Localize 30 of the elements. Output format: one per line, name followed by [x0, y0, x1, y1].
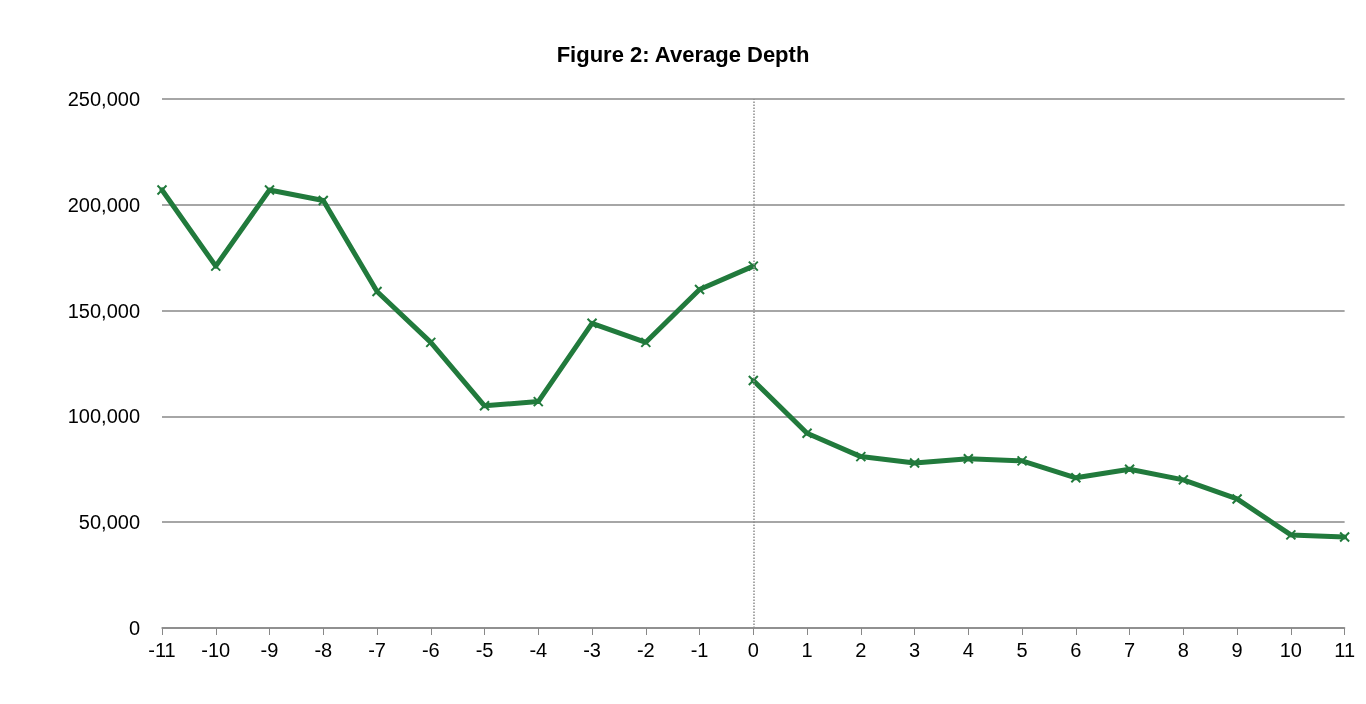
x-tick-label: -2	[636, 639, 655, 661]
x-tick-label: -6	[421, 639, 440, 661]
x-tick-label: -11	[148, 639, 176, 661]
x-tick-label: 6	[1070, 639, 1082, 661]
y-tick-label: 100,000	[67, 405, 140, 428]
x-tick-label: 11	[1334, 639, 1355, 661]
x-tick-label: -1	[690, 639, 709, 661]
y-tick-label: 150,000	[67, 299, 140, 322]
y-tick-label: 50,000	[78, 511, 140, 534]
x-tick-label: 5	[1016, 639, 1028, 661]
x-tick-label: 0	[747, 639, 759, 661]
x-tick-label: -3	[583, 639, 601, 661]
x-tick-label: -4	[529, 639, 548, 661]
chart-title: Figure 2: Average Depth	[556, 41, 810, 67]
x-tick-label: 2	[855, 639, 867, 661]
x-tick-label: -7	[368, 639, 386, 661]
x-tick-label: 8	[1177, 639, 1189, 661]
x-tick-label: -5	[475, 639, 494, 661]
x-tick-label: 3	[909, 639, 921, 661]
x-tick-label: 7	[1124, 639, 1136, 661]
x-tick-label: 1	[801, 639, 813, 661]
x-tick-label: 9	[1231, 639, 1243, 661]
y-tick-label: 200,000	[67, 193, 140, 216]
y-tick-label: 250,000	[67, 88, 140, 110]
x-tick-label: 10	[1279, 639, 1302, 661]
x-tick-label: 4	[962, 639, 974, 661]
x-tick-label: -9	[260, 639, 279, 661]
x-tick-label: -10	[201, 639, 231, 661]
y-tick-label: 0	[128, 617, 140, 639]
x-tick-label: -8	[314, 639, 333, 661]
